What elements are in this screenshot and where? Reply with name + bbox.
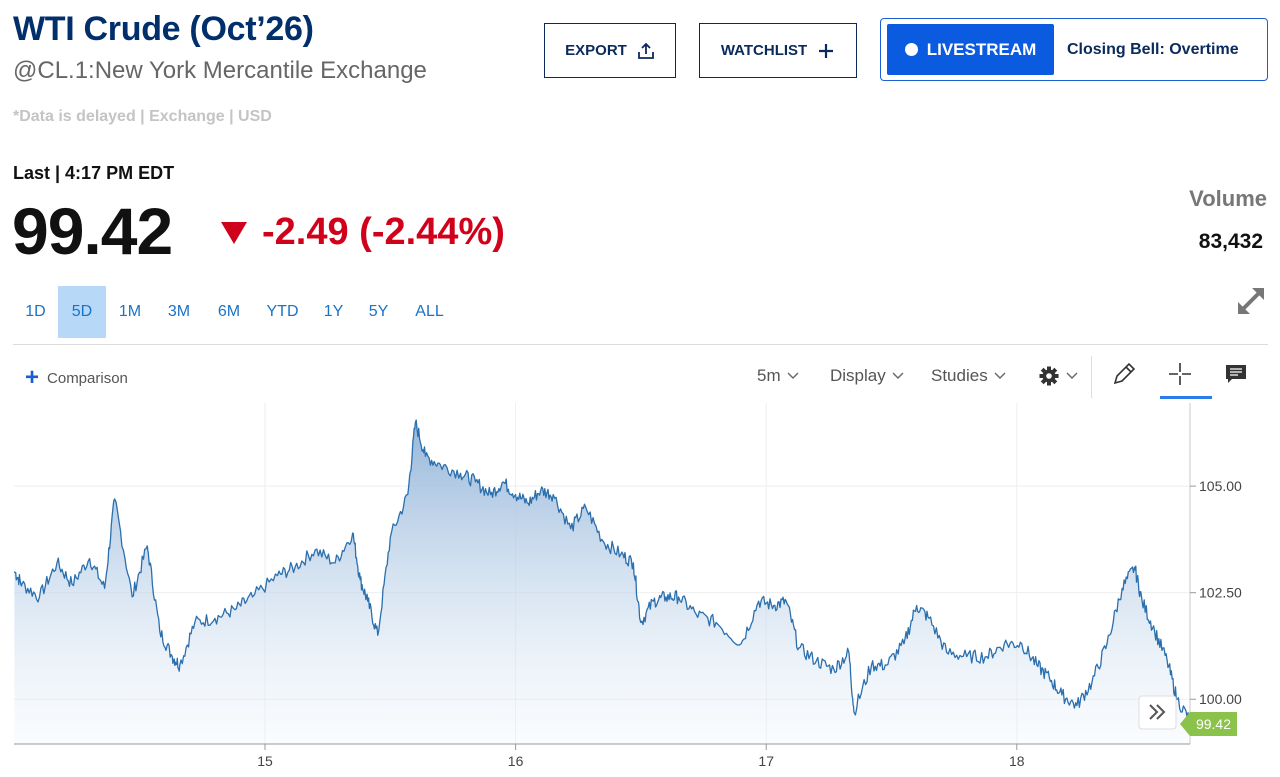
studies-label: Studies — [931, 366, 988, 385]
crosshair-icon[interactable] — [1163, 358, 1197, 390]
y-tick-label: 102.50 — [1199, 585, 1242, 601]
range-tab[interactable]: 3M — [167, 303, 191, 320]
expand-icon[interactable] — [1234, 284, 1268, 323]
y-tick-label: 105.00 — [1199, 478, 1242, 494]
comparison-label: Comparison — [47, 369, 128, 387]
plus-icon: + — [25, 364, 40, 391]
display-dropdown[interactable]: Display — [830, 363, 904, 389]
range-tab[interactable]: 1D — [25, 303, 46, 320]
chevron-down-icon — [1066, 372, 1078, 379]
last-price-tag: 99.42 — [1180, 711, 1237, 736]
section-divider — [13, 344, 1268, 345]
share-icon — [637, 42, 655, 60]
chevron-down-icon — [994, 372, 1006, 379]
gear-icon — [1039, 366, 1059, 386]
exchange-subtitle: @CL.1:New York Mercantile Exchange — [13, 57, 427, 84]
price-area — [14, 420, 1188, 744]
range-tab[interactable]: 6M — [217, 303, 241, 320]
last-price-tag-label: 99.42 — [1196, 716, 1231, 732]
display-label: Display — [830, 366, 886, 385]
y-tick-label: 100.00 — [1199, 691, 1242, 707]
last-trade-label: Last | 4:17 PM EDT — [13, 163, 175, 183]
watchlist-button[interactable]: WATCHLIST — [699, 23, 857, 78]
plus-icon — [817, 42, 835, 60]
livestream-label: LIVESTREAM — [926, 39, 1037, 59]
range-selector: 1D 5D 1M 3M 6M YTD 1Y 5Y ALL — [13, 286, 458, 338]
volume-value: 83,432 — [1198, 230, 1263, 253]
down-arrow-icon — [221, 222, 247, 244]
live-dot-icon — [904, 43, 918, 56]
toolbar-separator — [1091, 356, 1092, 398]
interval-dropdown[interactable]: 5m — [757, 363, 799, 389]
range-tab[interactable]: 5Y — [368, 303, 389, 320]
price-chart[interactable]: 100.00 102.50 105.00 15 16 17 18 99.42 — [0, 403, 1280, 777]
double-chevron-right-icon — [1149, 704, 1166, 720]
x-tick-label: 15 — [257, 753, 273, 769]
price-change: -2.49 (-2.44%) — [262, 211, 505, 253]
range-tab[interactable]: 1M — [118, 303, 142, 320]
interval-label: 5m — [757, 366, 781, 385]
watchlist-label: WATCHLIST — [720, 42, 808, 59]
delayed-note: *Data is delayed | Exchange | USD — [13, 108, 272, 125]
comment-icon[interactable] — [1219, 358, 1253, 390]
livestream-panel: LIVESTREAM Closing Bell: Overtime — [880, 18, 1268, 81]
pencil-icon[interactable] — [1107, 358, 1141, 390]
livestream-button[interactable]: LIVESTREAM — [887, 24, 1054, 75]
export-button[interactable]: EXPORT — [544, 23, 676, 78]
range-tab[interactable]: 1Y — [323, 303, 344, 320]
export-label: EXPORT — [565, 42, 627, 59]
active-tool-indicator — [1160, 396, 1212, 399]
show-link[interactable]: Closing Bell: Overtime — [1067, 40, 1239, 58]
x-tick-label: 18 — [1009, 753, 1025, 769]
price-line — [13, 419, 1189, 726]
x-tick-label: 16 — [508, 753, 524, 769]
page-title: WTI Crude (Oct’26) — [13, 10, 314, 48]
range-tab[interactable]: ALL — [415, 303, 444, 320]
range-tab[interactable]: 5D — [58, 286, 106, 338]
x-tick-label: 17 — [758, 753, 774, 769]
studies-dropdown[interactable]: Studies — [931, 363, 1006, 389]
range-tab[interactable]: YTD — [266, 303, 299, 320]
volume-label: Volume — [1189, 186, 1267, 211]
chevron-down-icon — [892, 372, 904, 379]
settings-dropdown[interactable] — [1038, 363, 1078, 389]
comparison-button[interactable]: + Comparison — [25, 364, 128, 391]
last-price: 99.42 — [12, 194, 173, 268]
scroll-right-button[interactable] — [1138, 695, 1177, 730]
chevron-down-icon — [787, 372, 799, 379]
